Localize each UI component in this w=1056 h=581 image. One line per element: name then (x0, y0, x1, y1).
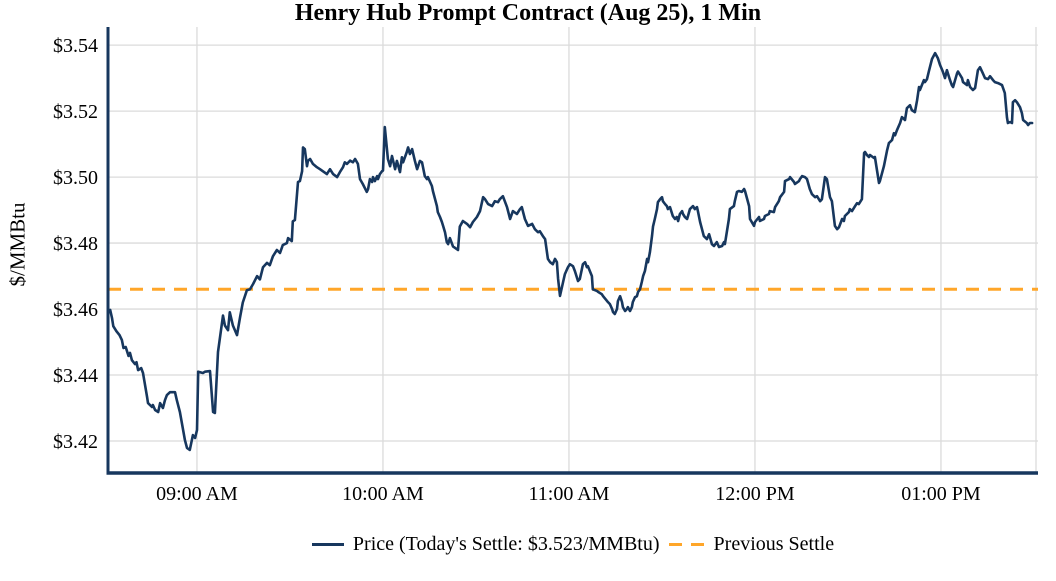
price-line-swatch (311, 542, 344, 546)
y-tick-label: $3.50 (53, 167, 98, 189)
y-tick-label: $3.46 (53, 299, 98, 321)
y-axis-label: $/MMBtu (5, 202, 30, 287)
x-tick-label: 09:00 AM (156, 483, 238, 505)
y-tick-label: $3.42 (53, 431, 98, 453)
chart-title: Henry Hub Prompt Contract (Aug 25), 1 Mi… (294, 0, 762, 26)
y-tick-label: $3.54 (53, 35, 98, 57)
x-tick-label: 11:00 AM (529, 483, 610, 505)
previous-settle-swatch (668, 542, 705, 546)
legend: Price (Today's Settle: $3.523/MMBtu) Pre… (108, 529, 1038, 559)
x-tick-label: 12:00 PM (715, 483, 795, 505)
legend-price-label: Price (Today's Settle: $3.523/MMBtu) (352, 532, 660, 555)
x-tick-label: 01:00 PM (901, 483, 981, 505)
y-tick-label: $3.48 (53, 233, 98, 255)
y-tick-label: $3.44 (53, 365, 98, 387)
legend-previous-settle-label: Previous Settle (713, 532, 835, 555)
price-line (106, 51, 1034, 452)
x-tick-label: 10:00 AM (342, 483, 424, 505)
y-tick-label: $3.52 (53, 101, 98, 123)
